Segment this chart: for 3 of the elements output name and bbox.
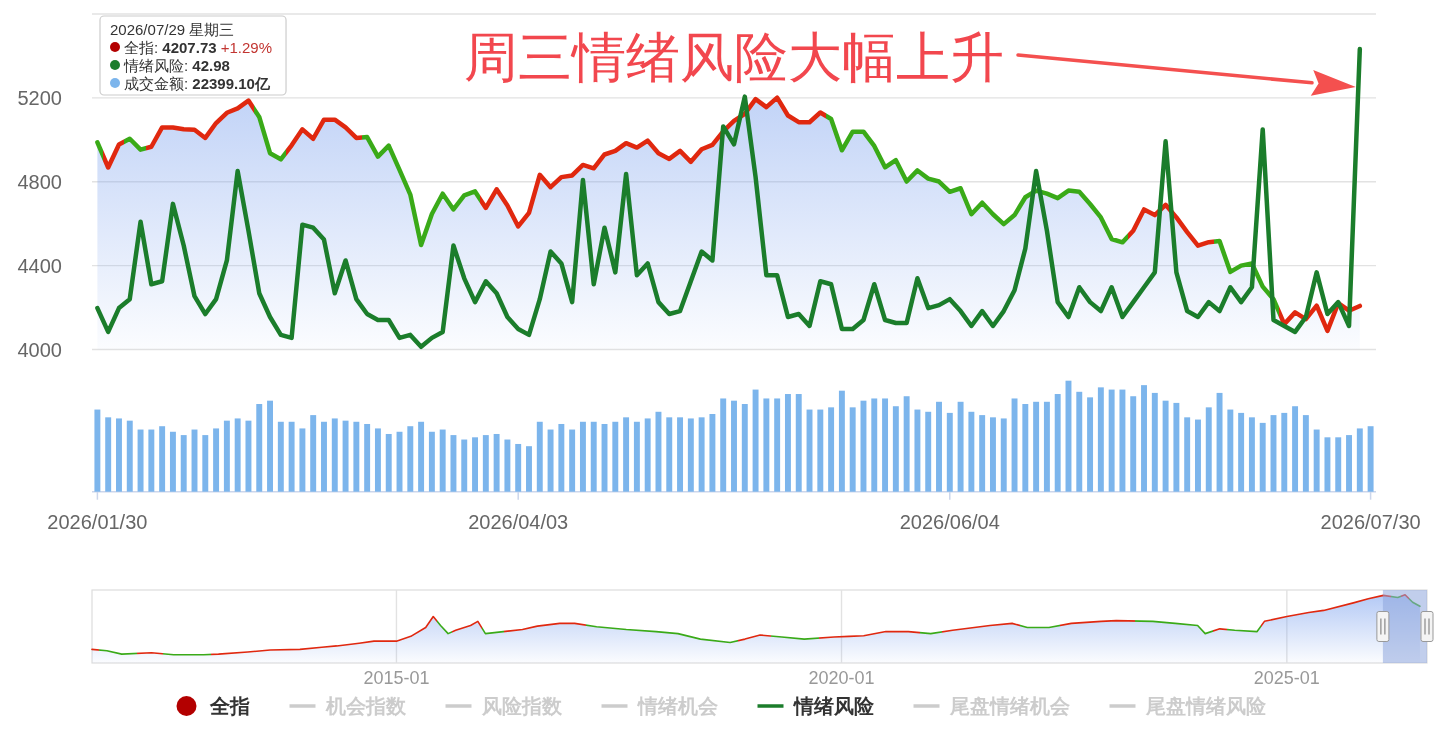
title: 周三情绪风险大幅上升 — [464, 27, 1004, 87]
legend-label: 情绪风险 — [791, 695, 875, 717]
legend-label: 全指 — [208, 695, 250, 717]
